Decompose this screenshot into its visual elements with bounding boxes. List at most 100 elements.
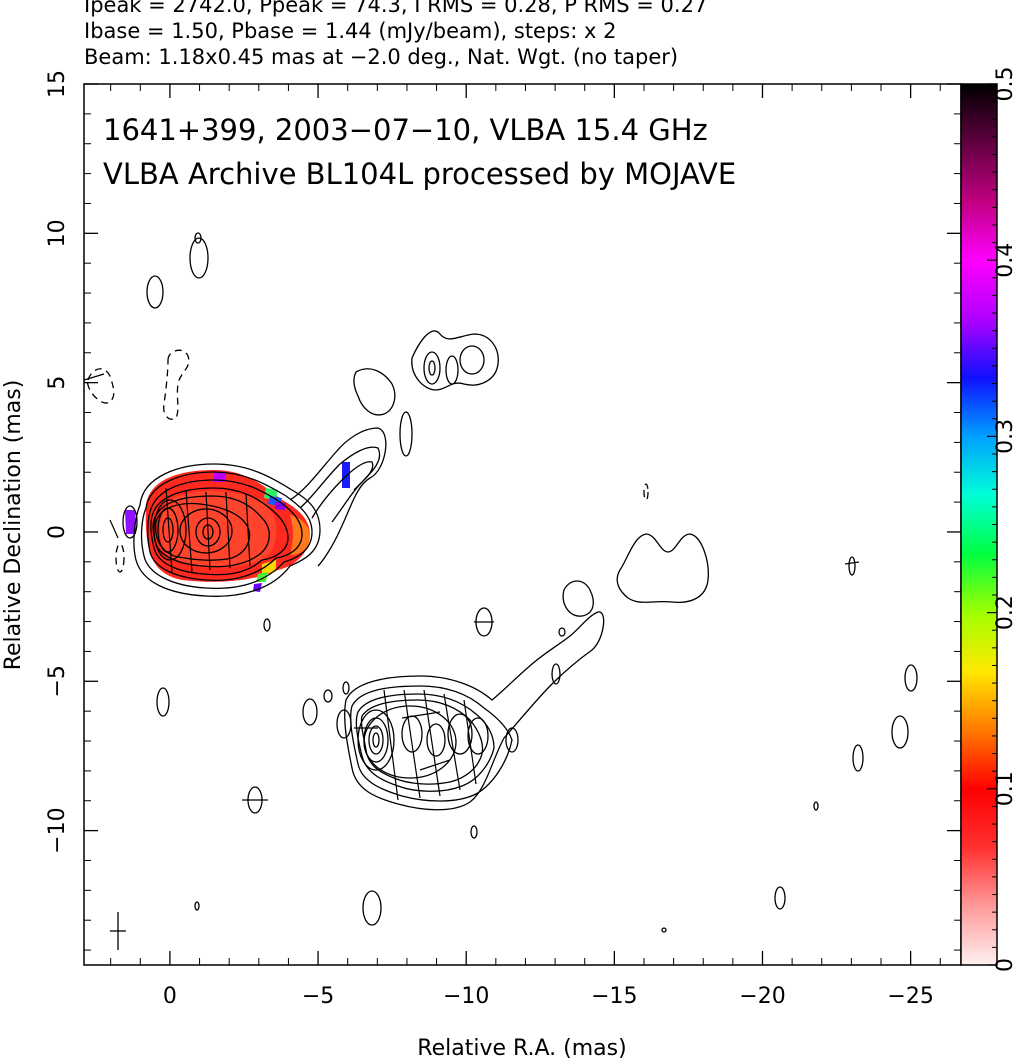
colorbar-ticks: 0 0.1 0.2 0.3 0.4 0.5 [987, 67, 1018, 972]
colorbar-tick-label: 0 [993, 958, 1018, 972]
x-tick-label: −15 [591, 984, 637, 1009]
contour-tail-blob-2 [551, 663, 561, 685]
pol-vector [109, 519, 119, 539]
contour-feature-mid [399, 411, 413, 457]
contour-south-peak-3 [368, 725, 384, 755]
contour-south-knot-7 [323, 689, 333, 703]
contour-south-knot-5 [336, 709, 352, 739]
negative-contour-2 [86, 368, 115, 404]
contour-south-knot-9 [505, 727, 519, 753]
contour-core-4 [150, 487, 289, 576]
contour-core-peak-1 [153, 499, 187, 561]
contour-isolated-13 [852, 744, 864, 772]
contour-isolated-15 [774, 886, 786, 910]
contour-knot-ne-4 [459, 345, 485, 375]
x-tick-label: −10 [443, 984, 489, 1009]
contour-jet-extension-2 [299, 446, 381, 523]
contour-knot-ne-3 [445, 355, 459, 385]
contour-isolated-1 [189, 237, 209, 279]
y-tick-label: 15 [45, 70, 70, 98]
pol-vector [383, 689, 399, 801]
contour-jet-extension-3 [311, 461, 374, 519]
contour-isolated-7 [194, 901, 200, 911]
pol-vector [463, 699, 477, 785]
y-tick-label: −10 [45, 807, 70, 853]
contour-knot-ne-outer [411, 330, 499, 391]
axes: 0 −5 −10 −15 −20 −25 −10 −5 0 5 10 15 [45, 70, 961, 1009]
contour-knot-ne-2 [428, 360, 436, 376]
x-tick-label: −5 [302, 984, 334, 1009]
polarization-vectors [84, 373, 860, 801]
contour-isolated-14 [813, 801, 819, 811]
contour-knot-ne-1 [423, 351, 441, 385]
colorbar-tick-label: 0.3 [993, 419, 1018, 454]
contour-isolated-2 [194, 232, 202, 244]
negative-contour-3 [115, 543, 125, 573]
polarization-edge-orange [290, 515, 310, 556]
pol-vector [443, 693, 461, 791]
contour-south-outer [344, 611, 605, 811]
x-tick-label: 0 [163, 984, 177, 1009]
y-tick-label: 10 [45, 219, 70, 247]
contour-core-7 [179, 508, 233, 554]
contour-isolated-3 [146, 275, 164, 309]
pol-vector [225, 491, 231, 569]
contour-core-2 [140, 471, 313, 590]
contour-south-knot-3 [447, 713, 473, 755]
contour-lines [86, 232, 918, 933]
pol-vector [401, 711, 441, 719]
colorbar [961, 84, 997, 965]
contour-isolated-9 [470, 825, 478, 839]
negative-contour-4 [643, 483, 649, 501]
header-line-2: Ibase = 1.50, Pbase = 1.44 (mJy/beam), s… [84, 19, 617, 43]
contour-isolated-4 [156, 687, 170, 717]
y-tick-label: 0 [45, 525, 70, 539]
contour-isolated-11 [904, 664, 918, 692]
contour-knot-secondary [195, 517, 221, 547]
contour-isolated-10 [848, 556, 856, 576]
polarization-knot-west [125, 510, 136, 534]
x-tick-label: −25 [887, 984, 933, 1009]
contour-south-peak-4 [372, 732, 380, 748]
pol-vector [403, 689, 421, 799]
contour-jet-extension-1 [289, 427, 387, 567]
contour-core-3 [147, 479, 303, 582]
contour-feature-upper [353, 368, 396, 416]
pol-vector [423, 689, 441, 797]
contour-south-2 [350, 685, 513, 802]
contour-isolated-16 [661, 927, 667, 933]
polarization-jet-spot [342, 462, 350, 488]
pol-vector [205, 491, 211, 571]
x-tick-label: −20 [739, 984, 785, 1009]
pol-vector [245, 493, 251, 567]
contour-south-tail [616, 533, 709, 604]
contour-isolated-6 [362, 890, 382, 926]
colorbar-tick-label: 0.1 [993, 771, 1018, 806]
contour-south-peak-2 [363, 717, 389, 763]
negative-contour-1 [163, 349, 190, 420]
contour-south-knot-4 [467, 717, 489, 755]
plot-area [84, 232, 918, 950]
y-tick-label: −5 [45, 665, 70, 697]
beam-marker [110, 912, 126, 950]
pol-vector [844, 561, 860, 565]
header-line-3: Beam: 1.18x0.45 mas at −2.0 deg., Nat. W… [84, 45, 679, 69]
polarization-edge-yellow [262, 560, 276, 574]
pol-vector [419, 759, 451, 771]
contour-isolated-12 [891, 715, 909, 749]
chart-title: 1641+399, 2003−07−10, VLBA 15.4 GHz [103, 113, 708, 147]
contour-south-peak-1 [357, 709, 395, 771]
chart-subtitle: VLBA Archive BL104L processed by MOJAVE [103, 157, 736, 191]
contour-knot-west [122, 505, 138, 539]
colorbar-tick-label: 0.4 [993, 243, 1018, 278]
contour-south-knot-2 [426, 723, 446, 757]
contour-south-knot-8 [342, 681, 350, 695]
contour-south-knot-6 [302, 698, 318, 726]
colorbar-tick-label: 0.2 [993, 595, 1018, 630]
y-tick-label: 5 [45, 376, 70, 390]
x-axis-label: Relative R.A. (mas) [417, 1036, 626, 1061]
y-axis-label: Relative Declination (mas) [1, 380, 26, 671]
contour-south-4 [360, 699, 484, 785]
colorbar-tick-label: 0.5 [993, 67, 1018, 102]
